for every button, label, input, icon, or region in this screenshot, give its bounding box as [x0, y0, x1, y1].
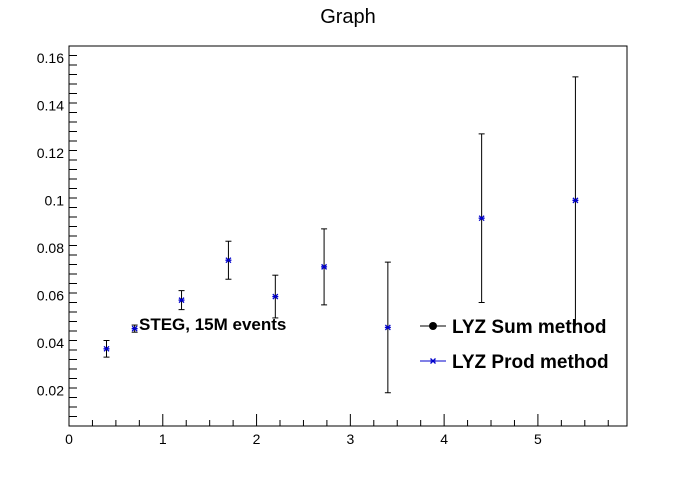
x-tick-label: 2: [253, 431, 261, 447]
data-point: [103, 340, 110, 358]
data-point: [384, 261, 391, 394]
star-marker: [572, 197, 579, 204]
legend-star-marker: [430, 358, 436, 364]
star-marker: [225, 257, 232, 264]
legend-entry: LYZ Sum method: [420, 317, 606, 338]
legend-label: LYZ Prod method: [452, 352, 609, 373]
data-point: [321, 228, 328, 306]
star-marker: [131, 325, 138, 332]
annotation-label: STEG, 15M events: [139, 315, 286, 334]
data-point: [272, 274, 279, 319]
x-tick-label: 0: [65, 431, 73, 447]
chart-title: Graph: [320, 6, 376, 28]
legend-label: LYZ Sum method: [452, 317, 606, 338]
y-tick-label: 0.14: [37, 97, 64, 113]
data-point: [478, 133, 485, 303]
x-tick-label: 4: [440, 431, 448, 447]
star-marker: [103, 345, 110, 352]
legend: LYZ Sum method LYZ Prod method: [420, 317, 609, 373]
star-marker: [478, 215, 485, 222]
y-tick-label: 0.16: [37, 50, 64, 66]
y-tick-label: 0.06: [37, 287, 64, 303]
star-marker: [178, 297, 185, 304]
star-marker: [321, 263, 328, 270]
y-tick-label: 0.12: [37, 145, 64, 161]
y-tick-label: 0.08: [37, 240, 64, 256]
x-tick-label: 5: [534, 431, 542, 447]
legend-entry: LYZ Prod method: [420, 352, 609, 373]
star-marker: [272, 293, 279, 300]
legend-circle-marker: [429, 322, 437, 330]
y-axis: 0.02 0.04 0.06 0.08 0.1 0.12 0.14 0.16: [37, 45, 77, 427]
x-tick-label: 3: [346, 431, 354, 447]
data-points: [103, 76, 579, 394]
y-tick-label: 0.04: [37, 335, 64, 351]
x-tick-label: 1: [159, 431, 167, 447]
x-axis: 0 1 2 3 4 5: [65, 414, 609, 447]
data-point: [131, 324, 138, 333]
data-point: [225, 240, 232, 280]
y-tick-label: 0.02: [37, 382, 64, 398]
star-marker: [384, 324, 391, 331]
y-tick-label: 0.1: [45, 192, 65, 208]
data-point: [572, 76, 579, 325]
data-point: [178, 290, 185, 311]
